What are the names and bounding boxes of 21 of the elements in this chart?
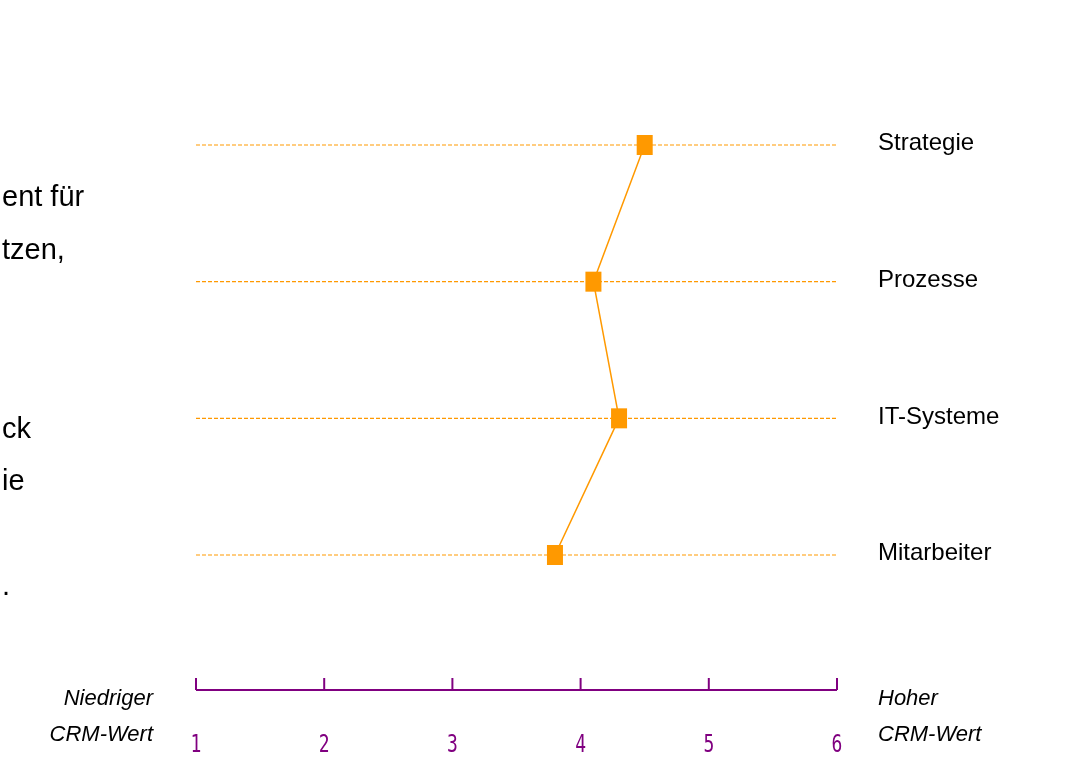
x-tick-label: 3 bbox=[446, 729, 458, 757]
point bbox=[585, 271, 602, 292]
text: tzen, bbox=[2, 233, 65, 265]
x-tick-label: 6 bbox=[831, 729, 843, 757]
text: ent für bbox=[2, 180, 85, 212]
point bbox=[636, 135, 653, 155]
y-tick-label: Prozesse bbox=[878, 265, 979, 293]
text: ie bbox=[2, 464, 25, 496]
y-tick-label: IT-Systeme bbox=[878, 401, 1000, 429]
x-tick-label: 2 bbox=[318, 729, 330, 757]
point bbox=[611, 408, 628, 429]
text: Hoher CRM-Wert bbox=[878, 685, 983, 746]
x-tick-label: 5 bbox=[703, 729, 715, 757]
x-tick-label: 1 bbox=[190, 729, 202, 757]
text: Niedriger CRM-Wert bbox=[49, 685, 155, 746]
text: . bbox=[2, 569, 11, 601]
x-tick-label: 4 bbox=[575, 729, 587, 757]
y-tick-label: Strategie bbox=[878, 128, 975, 156]
point bbox=[546, 545, 563, 565]
text: ck bbox=[2, 412, 32, 444]
y-tick-label: Mitarbeiter bbox=[878, 538, 992, 566]
